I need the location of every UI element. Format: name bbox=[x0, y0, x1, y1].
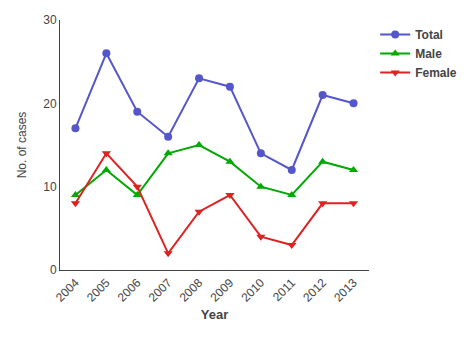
svg-text:10: 10 bbox=[43, 180, 57, 194]
svg-text:2004: 2004 bbox=[53, 276, 82, 305]
svg-text:Female: Female bbox=[415, 66, 457, 80]
svg-text:20: 20 bbox=[43, 97, 57, 111]
svg-text:2007: 2007 bbox=[146, 276, 175, 305]
svg-text:Male: Male bbox=[415, 47, 442, 61]
svg-text:2012: 2012 bbox=[300, 276, 329, 305]
svg-text:2005: 2005 bbox=[84, 276, 113, 305]
svg-text:2009: 2009 bbox=[208, 276, 237, 305]
svg-text:Year: Year bbox=[201, 307, 228, 322]
svg-text:30: 30 bbox=[43, 13, 57, 27]
svg-text:Total: Total bbox=[415, 28, 443, 42]
svg-text:2013: 2013 bbox=[331, 276, 360, 305]
svg-text:2010: 2010 bbox=[238, 276, 267, 305]
svg-text:2011: 2011 bbox=[270, 276, 298, 304]
svg-text:2008: 2008 bbox=[177, 276, 206, 305]
svg-text:No. of cases: No. of cases bbox=[15, 112, 29, 179]
svg-text:0: 0 bbox=[50, 263, 57, 277]
svg-text:2006: 2006 bbox=[115, 276, 144, 305]
